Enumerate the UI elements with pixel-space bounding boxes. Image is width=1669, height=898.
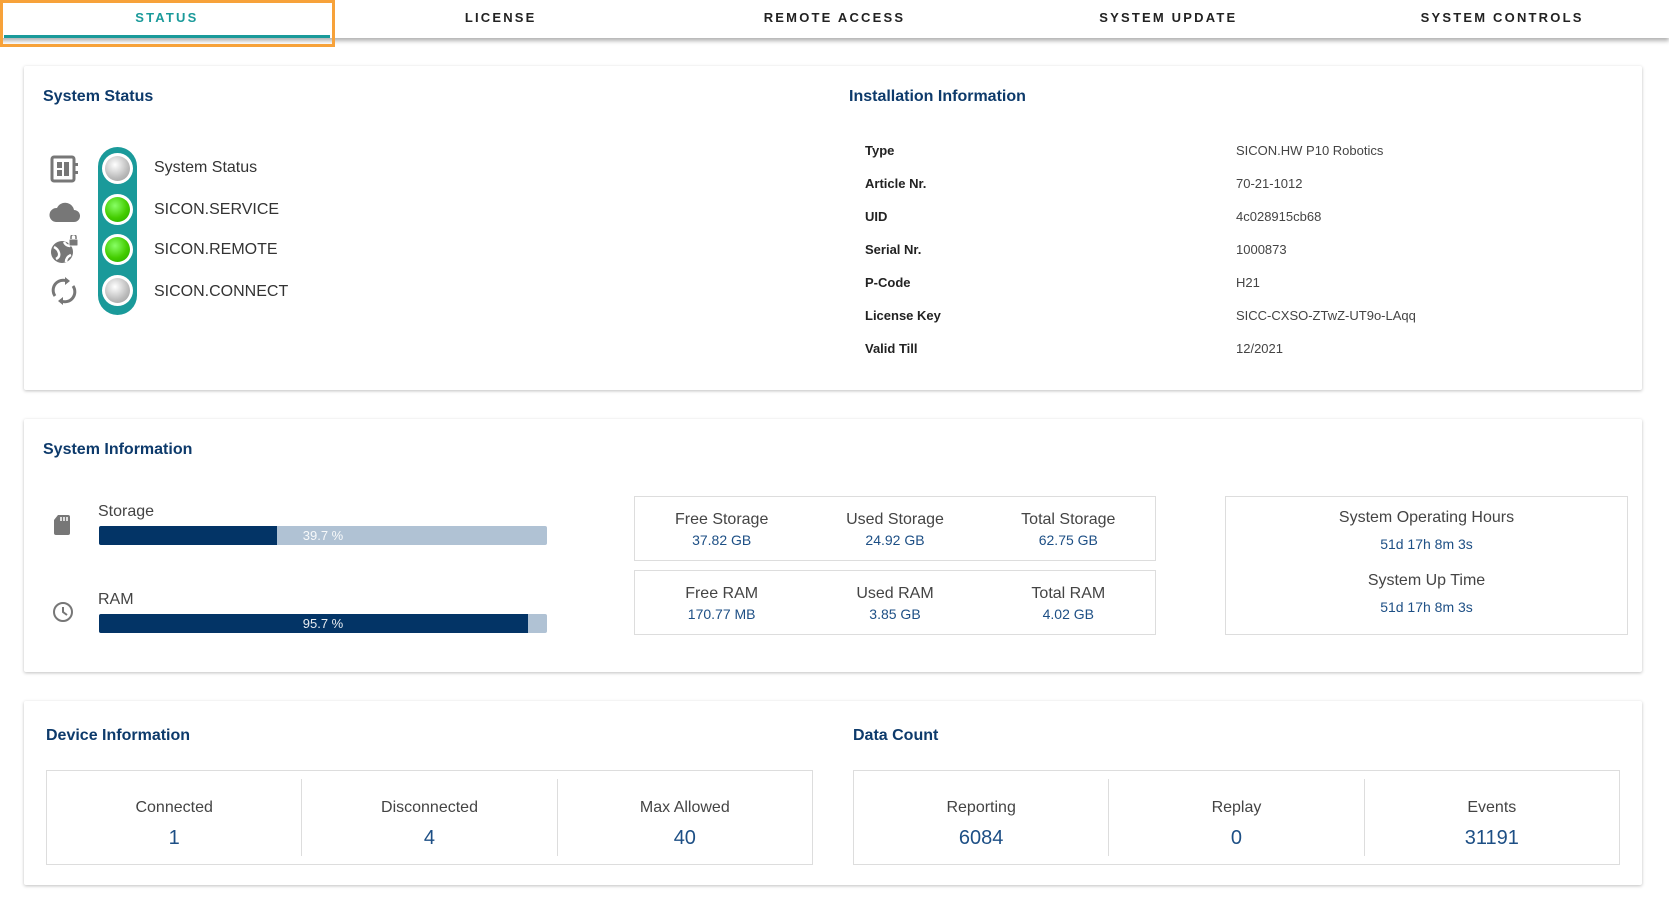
total-ram-label: Total RAM [1031,585,1106,602]
status-label: SICON.REMOTE [154,241,278,258]
install-value: 4c028915cb68 [1236,209,1322,224]
device-info-title: Device Information [46,727,191,744]
used-storage-value: 24.92 GB [865,532,925,548]
install-value: 1000873 [1236,242,1287,257]
install-label: UID [865,209,888,224]
status-label: SICON.SERVICE [154,201,280,218]
tab-license[interactable]: LICENSE [464,10,537,25]
tab-remote-access[interactable]: REMOTE ACCESS [763,10,906,25]
reporting-label: Reporting [946,799,1016,816]
data-count-title: Data Count [853,727,939,744]
install-value: 70-21-1012 [1236,176,1303,191]
install-label: License Key [865,308,941,323]
tab-bar: STATUS LICENSE REMOTE ACCESS SYSTEM UPDA… [0,0,1669,38]
ram-progress-bar: 95.7 % [99,614,547,633]
connected-value: 1 [168,827,180,849]
ram-stats-box: Free RAM 170.77 MB Used RAM 3.85 GB Total … [634,570,1156,635]
dashboard-icon [50,155,78,183]
replay-value: 0 [1230,827,1243,849]
used-ram-label: Used RAM [856,585,934,602]
reporting-value: 6084 [958,827,1004,849]
sync-icon [51,277,77,305]
tab-system-controls[interactable]: SYSTEM CONTROLS [1420,10,1584,25]
install-label: Serial Nr. [865,242,922,257]
install-value: 12/2021 [1236,341,1283,356]
replay-label: Replay [1211,799,1262,816]
led-system-status [102,153,133,184]
led-sicon-remote [102,234,133,265]
storage-fill [99,526,277,545]
connected-label: Connected [135,799,213,816]
system-info-card: System Information Storage 39.7 % RAM 95… [24,419,1642,672]
data-count-box: Reporting 6084 Replay 0 Events 31191 [853,770,1620,865]
uptime-box: System Operating Hours 51d 17h 8m 3s Sys… [1225,496,1628,635]
up-time-value: 51d 17h 8m 3s [1380,599,1473,615]
free-storage-label: Free Storage [674,511,769,528]
max-allowed-label: Max Allowed [639,799,730,816]
free-ram-label: Free RAM [685,585,759,602]
ram-percent: 95.7 % [302,616,344,631]
install-label: Article Nr. [865,176,927,191]
ram-label: RAM [98,591,134,608]
counts-card: Device Information Connected 1 Disconnect… [24,701,1642,885]
up-time-label: System Up Time [1367,572,1486,589]
install-label: Type [865,143,895,158]
storage-stats-box: Free Storage 37.82 GB Used Storage 24.92 G… [634,496,1156,561]
cloud-icon [49,202,80,222]
install-label: P-Code [865,275,911,290]
status-indicator-strip [98,147,137,315]
events-value: 31191 [1464,827,1519,849]
install-value: H21 [1236,275,1260,290]
status-label: System Status [154,159,258,176]
device-info-box: Connected 1 Disconnected 4 Max Allowed 40 [46,770,813,865]
install-label: Valid Till [865,341,918,356]
used-ram-value: 3.85 GB [869,606,921,622]
storage-label: Storage [98,503,155,520]
tab-system-update[interactable]: SYSTEM UPDATE [1099,10,1238,25]
storage-percent: 39.7 % [302,528,344,543]
disconnected-value: 4 [423,827,436,849]
events-label: Events [1467,799,1517,816]
free-storage-value: 37.82 GB [692,532,752,548]
operating-hours-value: 51d 17h 8m 3s [1380,536,1473,552]
max-allowed-value: 40 [673,827,696,849]
storage-progress-bar: 39.7 % [99,526,547,545]
ram-fill [99,614,528,633]
total-ram-value: 4.02 GB [1042,606,1094,622]
disconnected-label: Disconnected [381,799,478,816]
install-value: SICC-CXSO-ZTwZ-UT9o-LAqq [1236,308,1416,323]
system-info-title: System Information [43,441,193,458]
installation-title: Installation Information [849,88,1026,105]
clock-icon [53,602,73,622]
status-card: System Status System Status SICON.SERVIC… [24,66,1642,390]
system-status-title: System Status [43,88,154,105]
install-value: SICON.HW P10 Robotics [1236,143,1384,158]
free-ram-value: 170.77 MB [687,606,756,622]
status-label: SICON.CONNECT [154,283,289,300]
total-storage-label: Total Storage [1021,511,1116,528]
total-storage-value: 62.75 GB [1038,532,1098,548]
used-storage-label: Used Storage [846,511,944,528]
led-sicon-service [102,194,133,225]
led-sicon-connect [102,275,133,306]
tab-status[interactable]: STATUS [0,0,334,38]
operating-hours-label: System Operating Hours [1338,509,1515,526]
sd-card-icon [54,515,70,535]
globe-lock-icon [51,235,79,263]
